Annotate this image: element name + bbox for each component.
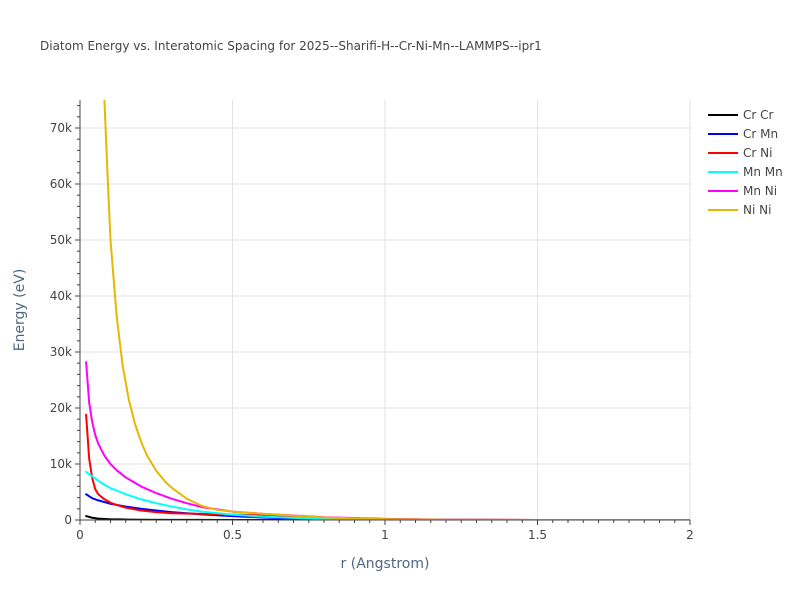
legend-item-mn-ni[interactable]: Mn Ni — [708, 184, 777, 198]
series-line-ni-ni — [103, 100, 690, 520]
legend-label: Mn Mn — [743, 165, 783, 179]
legend[interactable]: Cr Cr Cr Mn Cr Ni Mn Mn Mn Ni Ni Ni — [708, 108, 783, 217]
axes-layer: 0 0.5 1 1.5 2 0 10k 20k 30k 40k 50k 60k 70k — [50, 100, 694, 542]
legend-item-cr-ni[interactable]: Cr Ni — [708, 146, 772, 160]
y-tick-label: 20k — [50, 401, 72, 415]
legend-item-cr-cr[interactable]: Cr Cr — [708, 108, 774, 122]
y-tick-label: 0 — [64, 513, 72, 527]
legend-label: Mn Ni — [743, 184, 777, 198]
y-tick-label: 60k — [50, 177, 72, 191]
y-tick-label: 30k — [50, 345, 72, 359]
legend-label: Cr Cr — [743, 108, 774, 122]
y-tick-label: 70k — [50, 121, 72, 135]
x-tick-label: 1.5 — [528, 528, 547, 542]
x-tick-label: 0 — [76, 528, 84, 542]
x-tick-label: 0.5 — [223, 528, 242, 542]
legend-item-cr-mn[interactable]: Cr Mn — [708, 127, 778, 141]
y-tick-label: 40k — [50, 289, 72, 303]
x-axis-title: r (Angstrom) — [341, 556, 430, 572]
chart-title: Diatom Energy vs. Interatomic Spacing fo… — [40, 39, 542, 53]
legend-label: Ni Ni — [743, 203, 771, 217]
grid-layer — [80, 100, 691, 520]
legend-label: Cr Mn — [743, 127, 778, 141]
y-axis-title: Energy (eV) — [12, 269, 28, 352]
x-tick-label: 1 — [381, 528, 389, 542]
y-tick-label: 50k — [50, 233, 72, 247]
legend-label: Cr Ni — [743, 146, 772, 160]
legend-item-mn-mn[interactable]: Mn Mn — [708, 165, 783, 179]
y-tick-label: 10k — [50, 457, 72, 471]
legend-item-ni-ni[interactable]: Ni Ni — [708, 203, 771, 217]
x-tick-label: 2 — [686, 528, 694, 542]
